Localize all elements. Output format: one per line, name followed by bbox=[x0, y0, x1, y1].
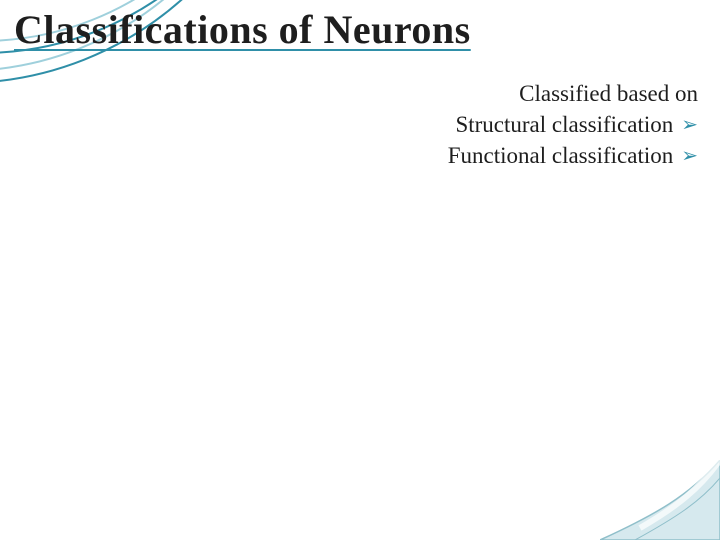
bullet-marker-icon: ➢ bbox=[681, 146, 698, 166]
bullet-text: Functional classification bbox=[448, 140, 673, 171]
bullet-line: Structural classification ➢ bbox=[448, 109, 698, 140]
intro-text: Classified based on bbox=[519, 78, 698, 109]
bullet-marker-icon: ➢ bbox=[681, 115, 698, 135]
paper-curl-icon bbox=[600, 460, 720, 540]
slide-title: Classifications of Neurons bbox=[14, 6, 471, 53]
body-text: Classified based on Structural classific… bbox=[448, 78, 698, 171]
intro-line: Classified based on bbox=[448, 78, 698, 109]
slide: Classifications of Neurons Classified ba… bbox=[0, 0, 720, 540]
bullet-line: Functional classification ➢ bbox=[448, 140, 698, 171]
bullet-text: Structural classification bbox=[455, 109, 673, 140]
